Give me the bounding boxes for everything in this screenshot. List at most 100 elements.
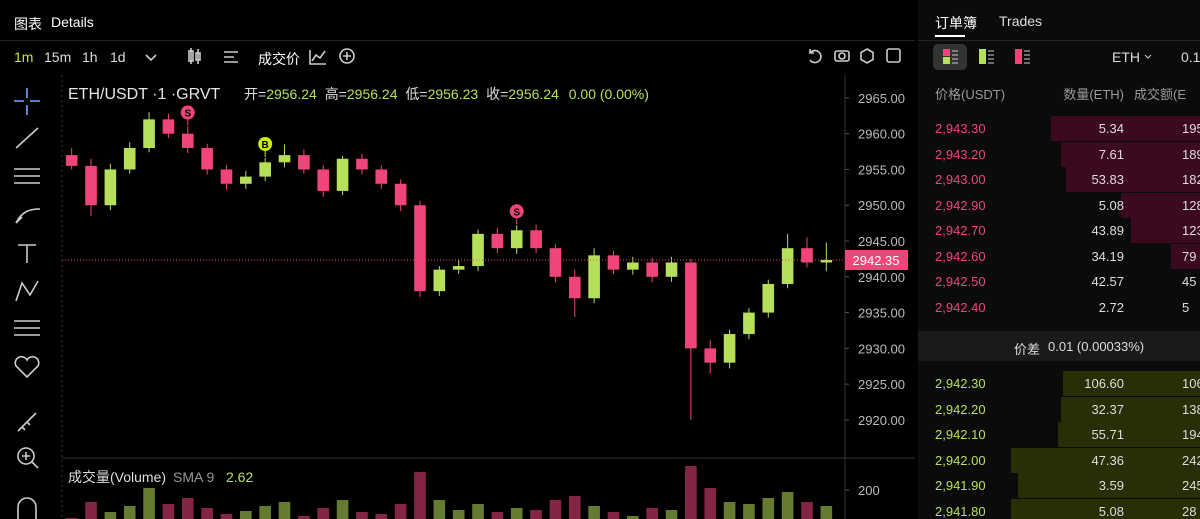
- prediction-tool[interactable]: [14, 320, 40, 336]
- chart-title: ETH/USDT ·1 ·GRVT: [68, 86, 221, 103]
- magnet-tool[interactable]: [17, 497, 37, 519]
- sma-label: SMA 9: [173, 469, 214, 485]
- ask-row[interactable]: 2,943.30 5.34 195: [918, 116, 1200, 141]
- bid-row[interactable]: 2,942.10 55.71 194: [918, 422, 1200, 447]
- price: 2,942.60: [935, 248, 986, 264]
- indicator-icon[interactable]: [224, 51, 238, 63]
- amount: 3.59: [1098, 478, 1124, 493]
- divider: [918, 40, 1200, 41]
- bids-view[interactable]: [979, 49, 994, 64]
- price: 2,942.30: [935, 376, 986, 391]
- price: 2,942.20: [935, 401, 986, 417]
- marker-label: S: [513, 207, 520, 218]
- total: 182: [1182, 172, 1200, 187]
- volume-bar: [278, 502, 291, 519]
- candle-body: [201, 147, 213, 170]
- ask-row[interactable]: 2,942.70 43.89 123: [918, 218, 1200, 243]
- amount: 5.08: [1098, 503, 1124, 519]
- amount: 7.61: [1098, 146, 1124, 162]
- total: 5: [1182, 299, 1190, 315]
- total: 128: [1182, 197, 1200, 213]
- pattern-tool[interactable]: [15, 280, 39, 302]
- amount: 32.37: [1091, 401, 1124, 417]
- camera-icon[interactable]: [834, 50, 850, 62]
- tab[interactable]: 图表: [14, 16, 42, 32]
- ask-row[interactable]: 2,942.60 34.19 79: [918, 243, 1200, 269]
- candle-body: [317, 169, 330, 191]
- interval[interactable]: 1h: [82, 49, 98, 65]
- tick-size[interactable]: 0.1: [1181, 49, 1200, 65]
- symbol-select[interactable]: ETH: [1112, 49, 1140, 65]
- total: 195: [1182, 121, 1200, 136]
- column-header: 价格(USDT): [935, 87, 1006, 102]
- chevron[interactable]: [145, 54, 157, 62]
- fib-tool[interactable]: [14, 168, 40, 184]
- text-tool[interactable]: [18, 244, 36, 263]
- zoom-tool[interactable]: [17, 447, 39, 469]
- depth-bar: [1051, 116, 1200, 141]
- candle-body: [181, 133, 194, 148]
- amount: 55.71: [1091, 427, 1124, 442]
- volume-bar: [143, 488, 155, 519]
- volume-bar: [181, 498, 194, 519]
- ask-row[interactable]: 2,942.90 5.08 128: [918, 192, 1200, 218]
- candle-body: [781, 248, 794, 284]
- tab[interactable]: 订单簿: [935, 15, 977, 31]
- y-tick-label: 2920.00: [858, 413, 905, 428]
- fullscreen-icon[interactable]: [886, 48, 901, 63]
- total: 123: [1182, 223, 1200, 238]
- candle-body: [452, 266, 465, 270]
- legend-value: 2956.24: [266, 86, 317, 102]
- both-view[interactable]: [943, 49, 958, 64]
- chart-type-icon[interactable]: [309, 50, 326, 65]
- candle-body: [336, 158, 349, 191]
- volume-bar: [530, 510, 542, 519]
- volume-bar: [704, 488, 717, 519]
- ruler-tool[interactable]: [17, 412, 37, 432]
- settings-icon[interactable]: [860, 48, 874, 64]
- y-tick-label: 2960.00: [858, 127, 905, 142]
- favorite-tool[interactable]: [14, 355, 40, 379]
- volume-bar: [85, 502, 97, 519]
- asks: 2,943.305.341952,943.207.611892,943.0053…: [918, 116, 1200, 321]
- bid-row[interactable]: 2,941.80 5.08 28: [918, 498, 1200, 519]
- volume-bar: [685, 466, 697, 519]
- bid-row[interactable]: 2,942.20 32.37 138: [918, 396, 1200, 422]
- bid-row[interactable]: 2,941.90 3.59 245: [918, 473, 1200, 498]
- legend-key: 高=: [325, 86, 347, 102]
- ask-row[interactable]: 2,942.40 2.72 5: [918, 295, 1200, 320]
- price: 2,942.40: [935, 299, 986, 315]
- legend-value: 2956.24: [347, 86, 398, 102]
- volume-bar: [510, 508, 523, 519]
- candle-icon[interactable]: [188, 48, 201, 64]
- add-icon[interactable]: [339, 48, 355, 64]
- volume-bar: [472, 504, 484, 519]
- ask-row[interactable]: 2,943.20 7.61 189: [918, 141, 1200, 167]
- brush-tool[interactable]: [15, 208, 41, 224]
- volume-bar: [298, 516, 310, 519]
- volume-bar: [356, 512, 368, 519]
- bid-row[interactable]: 2,942.30 106.60 106: [918, 371, 1200, 396]
- refresh-icon[interactable]: [809, 49, 822, 64]
- ask-row[interactable]: 2,943.00 53.83 182: [918, 167, 1200, 192]
- bid-row[interactable]: 2,942.00 47.36 242: [918, 447, 1200, 473]
- ask-row[interactable]: 2,942.50 42.57 45: [918, 269, 1200, 294]
- interval[interactable]: 1m: [14, 49, 34, 65]
- volume-bar: [627, 516, 639, 519]
- tab[interactable]: Details: [51, 14, 94, 30]
- legend-change: 0.00 (0.00%): [569, 86, 649, 102]
- interval[interactable]: 1d: [110, 49, 126, 65]
- volume-bar: [801, 502, 813, 519]
- candle-body: [588, 255, 600, 299]
- crosshair-tool[interactable]: [14, 88, 40, 115]
- y-tick-label: 2925.00: [858, 377, 905, 392]
- price-type[interactable]: 成交价: [258, 51, 300, 67]
- tab[interactable]: Trades: [999, 13, 1043, 29]
- asks-view[interactable]: [1015, 49, 1030, 64]
- marker-label: B: [262, 140, 269, 151]
- line-tool[interactable]: [15, 127, 39, 149]
- amount: 5.34: [1098, 121, 1124, 136]
- candle-body: [220, 169, 233, 184]
- interval[interactable]: 15m: [44, 49, 72, 65]
- depth-bar: [1011, 498, 1200, 519]
